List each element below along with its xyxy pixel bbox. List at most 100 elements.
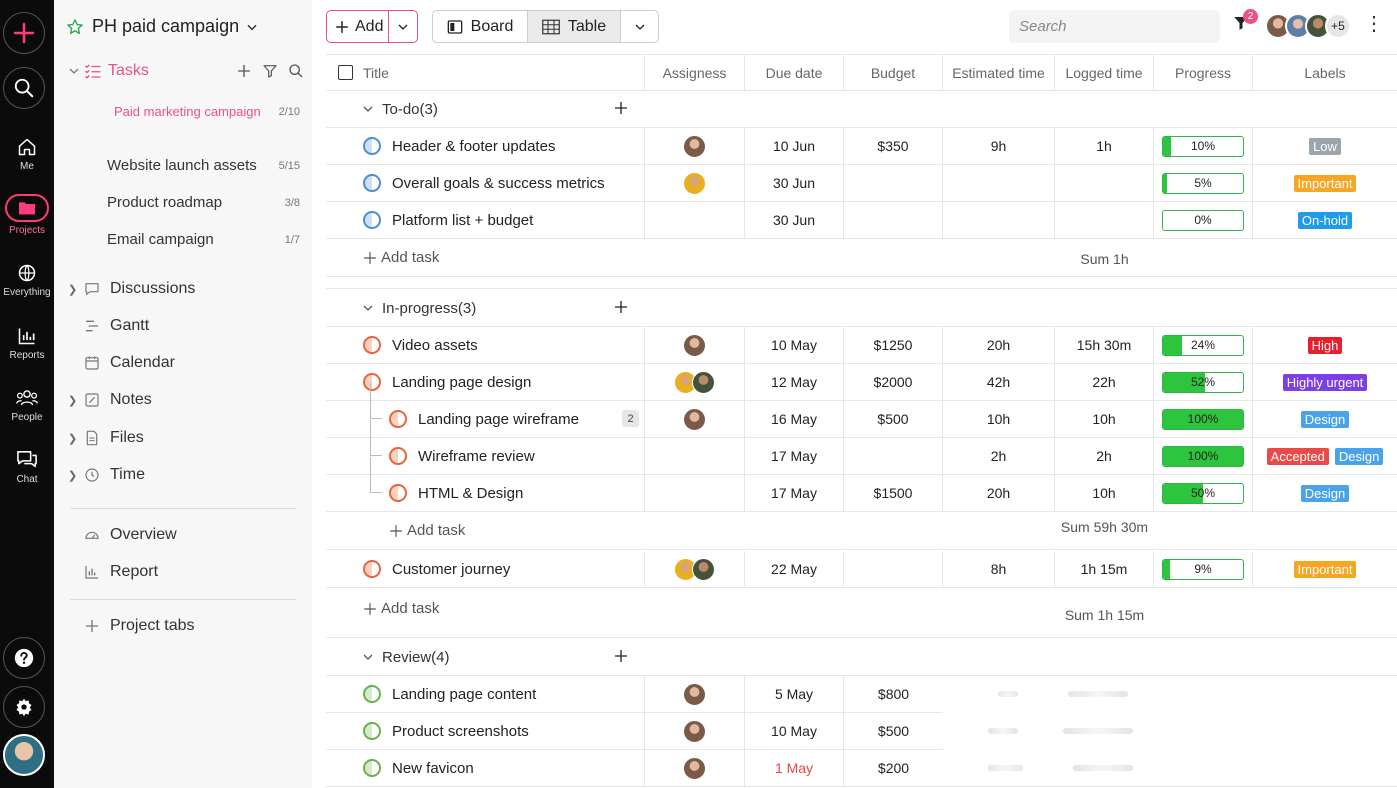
table-view-button[interactable]: Table (528, 11, 621, 42)
avatar[interactable] (692, 370, 715, 394)
table-row[interactable]: Customer journey 22 May 8h 1h 15m 9% Imp… (326, 551, 1397, 588)
avatar[interactable] (683, 134, 706, 158)
budget-cell[interactable]: $350 (844, 128, 943, 164)
label-on-hold[interactable]: On-hold (1297, 211, 1353, 229)
logged-time-cell[interactable]: 1h (1055, 128, 1154, 164)
labels-cell[interactable]: Low (1253, 128, 1397, 164)
avatar[interactable] (683, 333, 706, 357)
plus-icon[interactable] (613, 648, 629, 664)
progress-cell[interactable]: 50% (1154, 475, 1253, 511)
chevron-right-icon[interactable]: ❯ (68, 394, 78, 407)
status-in-progress-icon[interactable] (389, 447, 407, 465)
table-row[interactable]: Header & footer updates 10 Jun $350 9h 1… (326, 128, 1397, 165)
table-row[interactable]: Wireframe review 17 May 2h 2h 100% Accep… (326, 420, 1397, 475)
table-row[interactable]: Landing page content 5 May $800 (326, 676, 1397, 713)
status-in-progress-icon[interactable] (389, 410, 407, 428)
more-members-badge[interactable]: +5 (1325, 13, 1351, 39)
budget-cell[interactable]: $800 (877, 686, 910, 702)
chevron-right-icon[interactable]: ❯ (68, 432, 78, 445)
table-row[interactable]: Landing page design 12 May $2000 42h 22h… (326, 364, 1397, 401)
status-todo-icon[interactable] (363, 174, 381, 192)
assignee-cell[interactable] (645, 202, 745, 238)
plus-icon[interactable] (236, 63, 252, 79)
nav-files[interactable]: ❯ Files (68, 429, 304, 447)
task-title[interactable]: Landing page design (392, 373, 532, 391)
chevron-right-icon[interactable]: ❯ (68, 283, 78, 296)
due-date-cell[interactable]: 5 May (745, 676, 844, 712)
due-date-cell[interactable]: 16 May (745, 401, 844, 437)
status-todo-icon[interactable] (363, 211, 381, 229)
column-header-due-date[interactable]: Due date (745, 55, 844, 90)
star-icon[interactable] (66, 18, 84, 36)
status-todo-icon[interactable] (363, 137, 381, 155)
budget-cell[interactable] (844, 165, 943, 201)
progress-cell[interactable]: 9% (1154, 551, 1253, 587)
logged-time-cell[interactable]: 2h (1055, 438, 1154, 474)
label-high[interactable]: High (1307, 336, 1343, 354)
estimated-time-cell[interactable]: 8h (943, 551, 1055, 587)
table-row[interactable]: Video assets 10 May $1250 20h 15h 30m 24… (326, 327, 1397, 364)
rail-me[interactable]: Me (0, 136, 54, 172)
column-header-logged-time[interactable]: Logged time (1055, 55, 1154, 90)
table-row[interactable]: Platform list + budget 30 Jun 0% On-hold (326, 202, 1397, 239)
label-design[interactable]: Design (1334, 447, 1384, 465)
assignee-cell[interactable] (645, 551, 745, 587)
progress-cell[interactable]: 10% (1154, 128, 1253, 164)
nav-overview[interactable]: Overview (68, 526, 304, 544)
due-date-cell[interactable]: 30 Jun (745, 202, 844, 238)
progress-cell[interactable]: 24% (1154, 327, 1253, 363)
nav-gantt[interactable]: Gantt (68, 317, 304, 335)
due-date-cell[interactable]: 17 May (745, 438, 844, 474)
chevron-right-icon[interactable]: ❯ (68, 469, 78, 482)
column-header-progress[interactable]: Progress (1154, 55, 1253, 90)
due-date-cell[interactable]: 17 May (745, 475, 844, 511)
task-list-email-campaign[interactable]: Email campaign 1/7 (107, 231, 300, 248)
column-header-labels[interactable]: Labels (1304, 64, 1346, 81)
budget-cell[interactable]: $500 (877, 723, 910, 739)
logged-time-cell[interactable]: 10h (1055, 475, 1154, 511)
label-low[interactable]: Low (1309, 137, 1341, 155)
column-header-title[interactable]: Title (326, 55, 645, 90)
assignee-cell[interactable] (645, 475, 745, 511)
estimated-time-cell[interactable]: 2h (943, 438, 1055, 474)
label-design[interactable]: Design (1300, 484, 1350, 502)
rail-chat[interactable]: Chat (0, 449, 54, 485)
due-date-cell[interactable]: 10 May (745, 327, 844, 363)
budget-cell[interactable]: $1250 (844, 327, 943, 363)
table-row[interactable]: Overall goals & success metrics 30 Jun 5… (326, 165, 1397, 202)
due-date-cell[interactable]: 22 May (745, 551, 844, 587)
progress-cell[interactable]: 100% (1154, 401, 1253, 437)
task-title[interactable]: Wireframe review (418, 447, 535, 465)
assignee-cell[interactable] (645, 438, 745, 474)
settings-button[interactable] (3, 686, 45, 728)
labels-cell[interactable]: High (1253, 327, 1397, 363)
member-avatars[interactable]: +5 (1265, 13, 1351, 39)
progress-cell[interactable]: 52% (1154, 364, 1253, 400)
task-list-product-roadmap[interactable]: Product roadmap 3/8 (107, 194, 300, 211)
add-subtask-button[interactable]: Add task (389, 522, 465, 539)
project-title[interactable]: PH paid campaign (66, 16, 259, 37)
labels-cell[interactable]: Accepted Design (1253, 438, 1397, 474)
add-dropdown-button[interactable] (388, 11, 417, 42)
subtask-count-badge[interactable]: 2 (622, 410, 639, 427)
labels-cell[interactable]: Important (1253, 551, 1397, 587)
table-row[interactable]: New favicon 1 May $200 (326, 750, 1397, 787)
logged-time-cell[interactable]: 1h 15m (1055, 551, 1154, 587)
due-date-cell[interactable]: 10 May (745, 713, 844, 749)
logged-time-cell[interactable]: 15h 30m (1055, 327, 1154, 363)
task-list-paid-marketing[interactable]: Paid marketing campaign 2/10 (107, 102, 300, 122)
estimated-time-cell[interactable]: 42h (943, 364, 1055, 400)
more-options-icon[interactable]: ⋮ (1364, 13, 1384, 35)
assignee-cell[interactable] (645, 327, 745, 363)
budget-cell[interactable]: $500 (844, 401, 943, 437)
select-all-checkbox[interactable] (338, 65, 353, 80)
labels-cell[interactable]: Design (1253, 475, 1397, 511)
avatar[interactable] (692, 557, 715, 581)
chevron-down-icon[interactable] (362, 103, 374, 115)
avatar[interactable] (683, 719, 706, 743)
estimated-time-cell[interactable]: 9h (943, 128, 1055, 164)
label-highly-urgent[interactable]: Highly urgent (1282, 373, 1368, 391)
assignee-cell[interactable] (645, 401, 745, 437)
nav-project-tabs[interactable]: Project tabs (68, 617, 304, 635)
avatar[interactable] (683, 756, 706, 780)
